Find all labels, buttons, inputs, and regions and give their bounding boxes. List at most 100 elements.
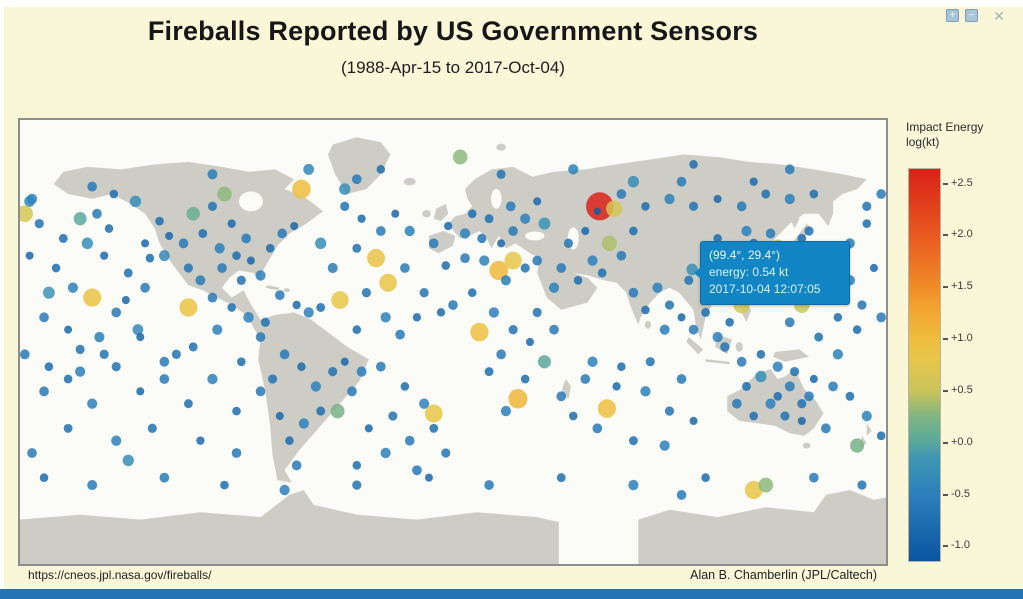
fireball-point[interactable] <box>377 165 386 174</box>
fireball-point[interactable] <box>208 293 218 303</box>
fireball-point[interactable] <box>798 417 806 425</box>
fireball-point[interactable] <box>780 411 789 420</box>
fireball-point[interactable] <box>814 333 823 342</box>
fireball-point[interactable] <box>593 423 603 433</box>
fireball-point[interactable] <box>243 312 253 323</box>
fireball-point[interactable] <box>64 326 72 334</box>
fireball-point[interactable] <box>652 283 662 293</box>
fireball-point[interactable] <box>441 448 450 457</box>
close-button[interactable]: ✕ <box>991 8 1007 24</box>
fireball-point[interactable] <box>184 399 193 408</box>
fireball-point[interactable] <box>701 308 710 317</box>
fireball-point[interactable] <box>587 357 597 367</box>
fireball-point[interactable] <box>111 435 121 445</box>
fireball-point[interactable] <box>602 236 617 251</box>
fireball-point[interactable] <box>742 382 751 391</box>
fireball-point[interactable] <box>275 290 285 300</box>
fireball-point[interactable] <box>684 276 693 285</box>
fireball-point[interactable] <box>376 226 386 236</box>
fireball-point[interactable] <box>790 367 799 376</box>
fireball-point[interactable] <box>412 465 422 475</box>
fireball-point[interactable] <box>212 324 222 334</box>
fireball-point[interactable] <box>665 406 674 415</box>
fireball-point[interactable] <box>179 298 197 316</box>
fireball-point[interactable] <box>405 226 415 236</box>
fireball-point[interactable] <box>862 411 872 421</box>
fireball-point[interactable] <box>339 183 350 195</box>
fireball-point[interactable] <box>280 349 290 359</box>
fireball-point[interactable] <box>122 296 130 304</box>
fireball-point[interactable] <box>241 233 251 243</box>
fireball-point[interactable] <box>862 202 871 211</box>
fireball-point[interactable] <box>689 325 699 335</box>
fireball-point[interactable] <box>834 313 843 322</box>
fireball-point[interactable] <box>165 232 173 240</box>
fireball-point[interactable] <box>74 212 87 225</box>
fireball-point[interactable] <box>27 194 37 204</box>
fireball-point[interactable] <box>773 392 782 401</box>
fireball-point[interactable] <box>413 313 421 321</box>
fireball-point[interactable] <box>52 264 61 273</box>
fireball-point[interactable] <box>689 202 698 211</box>
fireball-point[interactable] <box>766 229 776 239</box>
fireball-point[interactable] <box>785 317 795 327</box>
fireball-point[interactable] <box>195 275 205 285</box>
fireball-point[interactable] <box>391 210 399 218</box>
fireball-point[interactable] <box>45 362 54 371</box>
fireball-point[interactable] <box>292 180 310 199</box>
fireball-point[interactable] <box>876 189 886 199</box>
fireball-point[interactable] <box>833 349 843 359</box>
fireball-point[interactable] <box>381 312 391 322</box>
fireball-point[interactable] <box>261 318 270 327</box>
fireball-point[interactable] <box>75 366 85 376</box>
fireball-point[interactable] <box>76 345 85 354</box>
fireball-point[interactable] <box>87 182 97 192</box>
fireball-point[interactable] <box>532 256 542 266</box>
fireball-point[interactable] <box>496 349 506 359</box>
fireball-point[interactable] <box>617 189 627 199</box>
fireball-point[interactable] <box>405 436 415 446</box>
fireball-point[interactable] <box>311 381 321 391</box>
fireball-point[interactable] <box>785 164 795 174</box>
fireball-point[interactable] <box>846 392 855 401</box>
fireball-point[interactable] <box>660 325 670 335</box>
fireball-point[interactable] <box>401 382 410 391</box>
fireball-point[interactable] <box>277 229 287 239</box>
fireball-point[interactable] <box>785 381 795 391</box>
fireball-point[interactable] <box>690 417 698 425</box>
fireball-point[interactable] <box>297 362 306 371</box>
fireball-point[interactable] <box>136 333 144 341</box>
fireball-point[interactable] <box>255 270 265 280</box>
fireball-point[interactable] <box>20 349 30 359</box>
source-url[interactable]: https://cneos.jpl.nasa.gov/fireballs/ <box>28 568 211 582</box>
fireball-point[interactable] <box>526 338 534 346</box>
fireball-point[interactable] <box>237 276 246 285</box>
fireball-point[interactable] <box>215 243 225 253</box>
fireball-point[interactable] <box>641 202 650 211</box>
fireball-point[interactable] <box>299 418 309 428</box>
fireball-point[interactable] <box>160 473 170 483</box>
fireball-point[interactable] <box>237 357 246 366</box>
fireball-point[interactable] <box>470 323 488 342</box>
fireball-point[interactable] <box>207 374 217 384</box>
fireball-point[interactable] <box>549 325 559 335</box>
fireball-point[interactable] <box>538 218 550 230</box>
fireball-point[interactable] <box>357 214 365 222</box>
fireball-point[interactable] <box>232 448 242 458</box>
fireball-point[interactable] <box>460 253 470 263</box>
fireball-point[interactable] <box>504 252 521 270</box>
fireball-point[interactable] <box>821 423 831 433</box>
fireball-point[interactable] <box>247 257 255 265</box>
fireball-point[interactable] <box>68 283 78 293</box>
fireball-point[interactable] <box>220 481 229 490</box>
fireball-point[interactable] <box>303 164 314 175</box>
fireball-point[interactable] <box>612 382 620 390</box>
fireball-point[interactable] <box>678 313 686 321</box>
fireball-point[interactable] <box>123 455 134 467</box>
fireball-point[interactable] <box>850 438 864 452</box>
fireball-point[interactable] <box>587 255 597 265</box>
fireball-point[interactable] <box>501 275 511 285</box>
fireball-point[interactable] <box>737 357 747 367</box>
fireball-point[interactable] <box>556 263 566 273</box>
fireball-point[interactable] <box>758 478 773 493</box>
